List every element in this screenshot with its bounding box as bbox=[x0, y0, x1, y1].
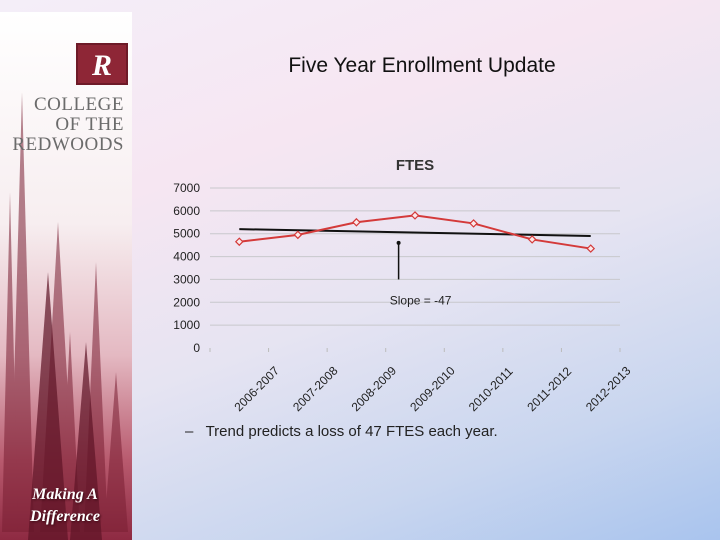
trend-line bbox=[239, 228, 591, 237]
chart-title: FTES bbox=[396, 157, 434, 174]
data-point bbox=[293, 230, 303, 240]
y-tick-label: 5000 bbox=[173, 227, 200, 241]
tagline: Making A Difference bbox=[10, 484, 120, 528]
y-tick-label: 2000 bbox=[173, 295, 200, 309]
annotation-pointer-dot bbox=[396, 240, 401, 245]
y-tick-label: 0 bbox=[193, 341, 200, 355]
y-tick-label: 3000 bbox=[173, 272, 200, 286]
y-tick-label: 4000 bbox=[173, 250, 200, 264]
svg-text:R: R bbox=[91, 49, 112, 82]
slope-annotation: Slope = -47 bbox=[390, 293, 452, 307]
data-point bbox=[527, 235, 537, 244]
x-tick-label: 2010-2011 bbox=[466, 364, 516, 414]
college-name-line: OF THE bbox=[55, 114, 124, 135]
bullet-item: – Trend predicts a loss of 47 FTES each … bbox=[185, 423, 498, 440]
slide-title: Five Year Enrollment Update bbox=[288, 54, 556, 77]
y-tick-label: 1000 bbox=[173, 318, 200, 332]
sidebar: R COLLEGE OF THE REDWOODS Making A Diffe… bbox=[0, 12, 132, 540]
college-name-line: COLLEGE bbox=[33, 94, 124, 115]
x-tick-label: 2012-2013 bbox=[583, 363, 630, 414]
data-point bbox=[352, 217, 361, 227]
y-tick-label: 7000 bbox=[173, 181, 200, 195]
tagline-line: Making A bbox=[32, 486, 98, 503]
data-point bbox=[234, 237, 244, 247]
y-tick-label: 6000 bbox=[173, 204, 200, 218]
college-name: COLLEGE OF THE REDWOODS bbox=[12, 95, 124, 155]
data-point bbox=[410, 211, 420, 220]
x-tick-label: 2007-2008 bbox=[290, 363, 341, 414]
redwood-trees-illustration bbox=[2, 92, 128, 540]
college-name-line: REDWOODS bbox=[12, 134, 124, 155]
x-tick-label: 2006-2007 bbox=[232, 363, 283, 414]
tagline-line: Difference bbox=[30, 508, 100, 525]
x-tick-label: 2009-2010 bbox=[407, 363, 458, 414]
college-logo: R bbox=[76, 43, 128, 85]
x-tick-label: 2008-2009 bbox=[349, 363, 400, 414]
x-tick-label: 2011-2012 bbox=[524, 364, 574, 414]
data-point bbox=[469, 219, 478, 228]
ftes-chart: FTES 0 1000 2000 3000 4000 5000 6000 7000 2006-20… bbox=[173, 157, 630, 414]
data-point bbox=[586, 244, 596, 253]
bullet-text: Trend predicts a loss of 47 FTES each ye… bbox=[205, 423, 498, 440]
college-logo-r-icon: R bbox=[91, 49, 112, 82]
bullet-dash: – bbox=[185, 423, 194, 440]
